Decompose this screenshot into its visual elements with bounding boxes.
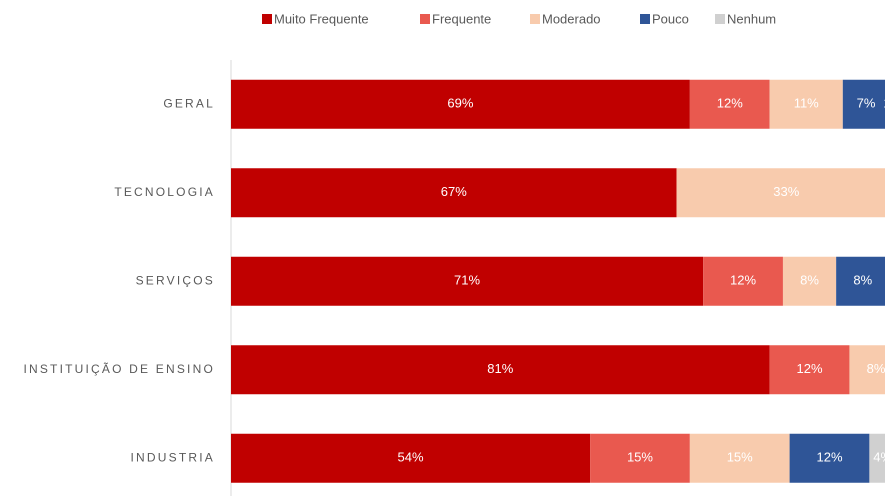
data-label: 12% xyxy=(797,361,823,376)
legend-label: Frequente xyxy=(432,11,491,26)
bar-segment xyxy=(231,168,677,218)
bar-segment xyxy=(689,79,770,129)
bar-segment xyxy=(849,345,885,395)
y-tick-label: GERAL xyxy=(163,96,215,110)
data-label: 67% xyxy=(441,184,467,199)
legend-swatch xyxy=(530,14,540,24)
bar-segment xyxy=(231,345,770,395)
legend-swatch xyxy=(715,14,725,24)
data-label: 54% xyxy=(398,450,424,465)
bar-segment xyxy=(689,433,790,483)
legend-label: Nenhum xyxy=(727,11,776,26)
bar-segment xyxy=(590,433,690,483)
bar-segment xyxy=(231,433,591,483)
bar-segment xyxy=(231,256,704,306)
data-label: 81% xyxy=(487,361,513,376)
data-label: 8% xyxy=(867,361,885,376)
y-tick-label: SERVIÇOS xyxy=(136,273,215,287)
data-label: 12% xyxy=(717,96,743,111)
data-label: 15% xyxy=(727,450,753,465)
y-tick-label: TECNOLOGIA xyxy=(114,185,215,199)
bar-segment xyxy=(869,433,885,483)
legend-label: Moderado xyxy=(542,11,601,26)
data-label: 11% xyxy=(794,96,819,111)
legend-label: Muito Frequente xyxy=(274,11,369,26)
bar-segment xyxy=(703,256,783,306)
data-label: 1% xyxy=(883,96,885,111)
y-tick-label: INSTITUIÇÃO DE ENSINO xyxy=(23,362,215,376)
data-label: 33% xyxy=(773,184,799,199)
data-label: 4% xyxy=(873,450,885,465)
bar-segment xyxy=(836,256,885,306)
legend-swatch xyxy=(262,14,272,24)
bar-segment xyxy=(676,168,885,218)
data-label: 15% xyxy=(627,450,653,465)
legend-label: Pouco xyxy=(652,11,689,26)
bar-segment xyxy=(231,79,690,129)
bar-segment xyxy=(769,345,850,395)
bar-segment xyxy=(789,433,870,483)
data-label: 8% xyxy=(800,273,819,288)
data-label: 12% xyxy=(816,450,842,465)
data-label: 12% xyxy=(730,273,756,288)
data-label: 8% xyxy=(853,273,872,288)
data-label: 71% xyxy=(454,273,480,288)
bar-segment xyxy=(842,79,885,129)
bar-segment xyxy=(769,79,843,129)
legend-swatch xyxy=(640,14,650,24)
y-tick-label: INDUSTRIA xyxy=(131,450,215,464)
data-label: 7% xyxy=(857,96,876,111)
data-label: 69% xyxy=(447,96,473,111)
bar-segment xyxy=(782,256,837,306)
legend-swatch xyxy=(420,14,430,24)
